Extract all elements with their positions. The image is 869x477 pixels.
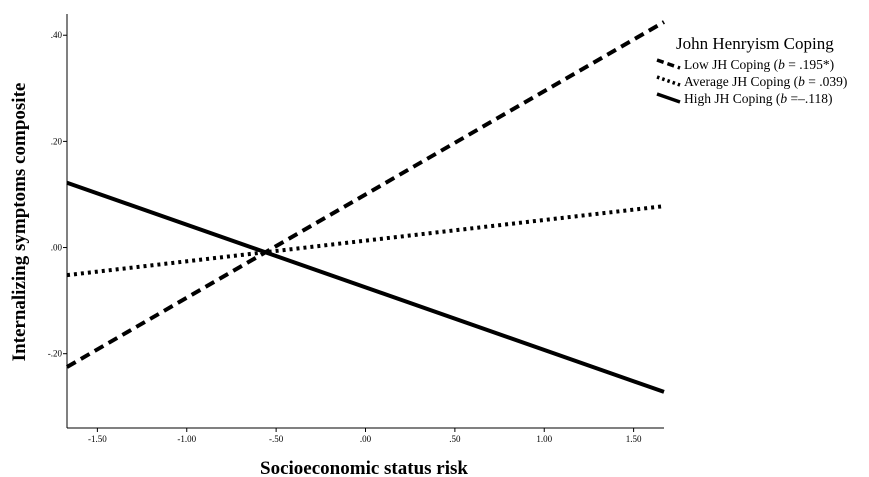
x-tick-label: -.50: [269, 434, 284, 444]
legend-label: High JH Coping (b =–.118): [684, 91, 833, 106]
x-tick-label: -1.50: [88, 434, 107, 444]
x-tick-label: -1.00: [177, 434, 196, 444]
y-tick-label: .40: [51, 30, 63, 40]
legend-label: Average JH Coping (b = .039): [684, 74, 847, 89]
series-line-dotted: [66, 204, 665, 278]
x-axis-title: Socioeconomic status risk: [260, 458, 468, 477]
legend-label: Low JH Coping (b = .195*): [684, 57, 834, 72]
x-tick-label: 1.00: [536, 434, 552, 444]
y-tick-label: .00: [51, 243, 63, 253]
y-axis-title: Internalizing symptoms composite: [9, 83, 30, 362]
x-tick-label: .00: [360, 434, 372, 444]
x-tick-label: 1.50: [626, 434, 642, 444]
axes: -1.50 -1.00 -.50 .00 .50 1.00 1.50 -.20 .00 .20.…: [48, 14, 664, 444]
series-line-dashed: [65, 20, 666, 369]
series-line-solid: [66, 180, 665, 394]
y-ticks: -.20 .00 .20 .40: [48, 30, 67, 359]
series-lines: [65, 20, 666, 394]
y-tick-label: -.20: [48, 349, 63, 359]
legend: John Henryism Coping Low JH Coping (b = …: [656, 34, 847, 106]
legend-title: John Henryism Coping: [676, 34, 834, 53]
x-tick-label: .50: [449, 434, 461, 444]
legend-swatch-dotted: [656, 75, 681, 87]
legend-items: Low JH Coping (b = .195*) Average JH Copi…: [656, 57, 847, 106]
x-ticks: -1.50 -1.00 -.50 .00 .50 1.00 1.50: [88, 428, 642, 444]
legend-swatch-dashed: [656, 58, 681, 70]
legend-swatch-solid: [656, 92, 681, 104]
y-tick-label: .20: [51, 136, 63, 146]
